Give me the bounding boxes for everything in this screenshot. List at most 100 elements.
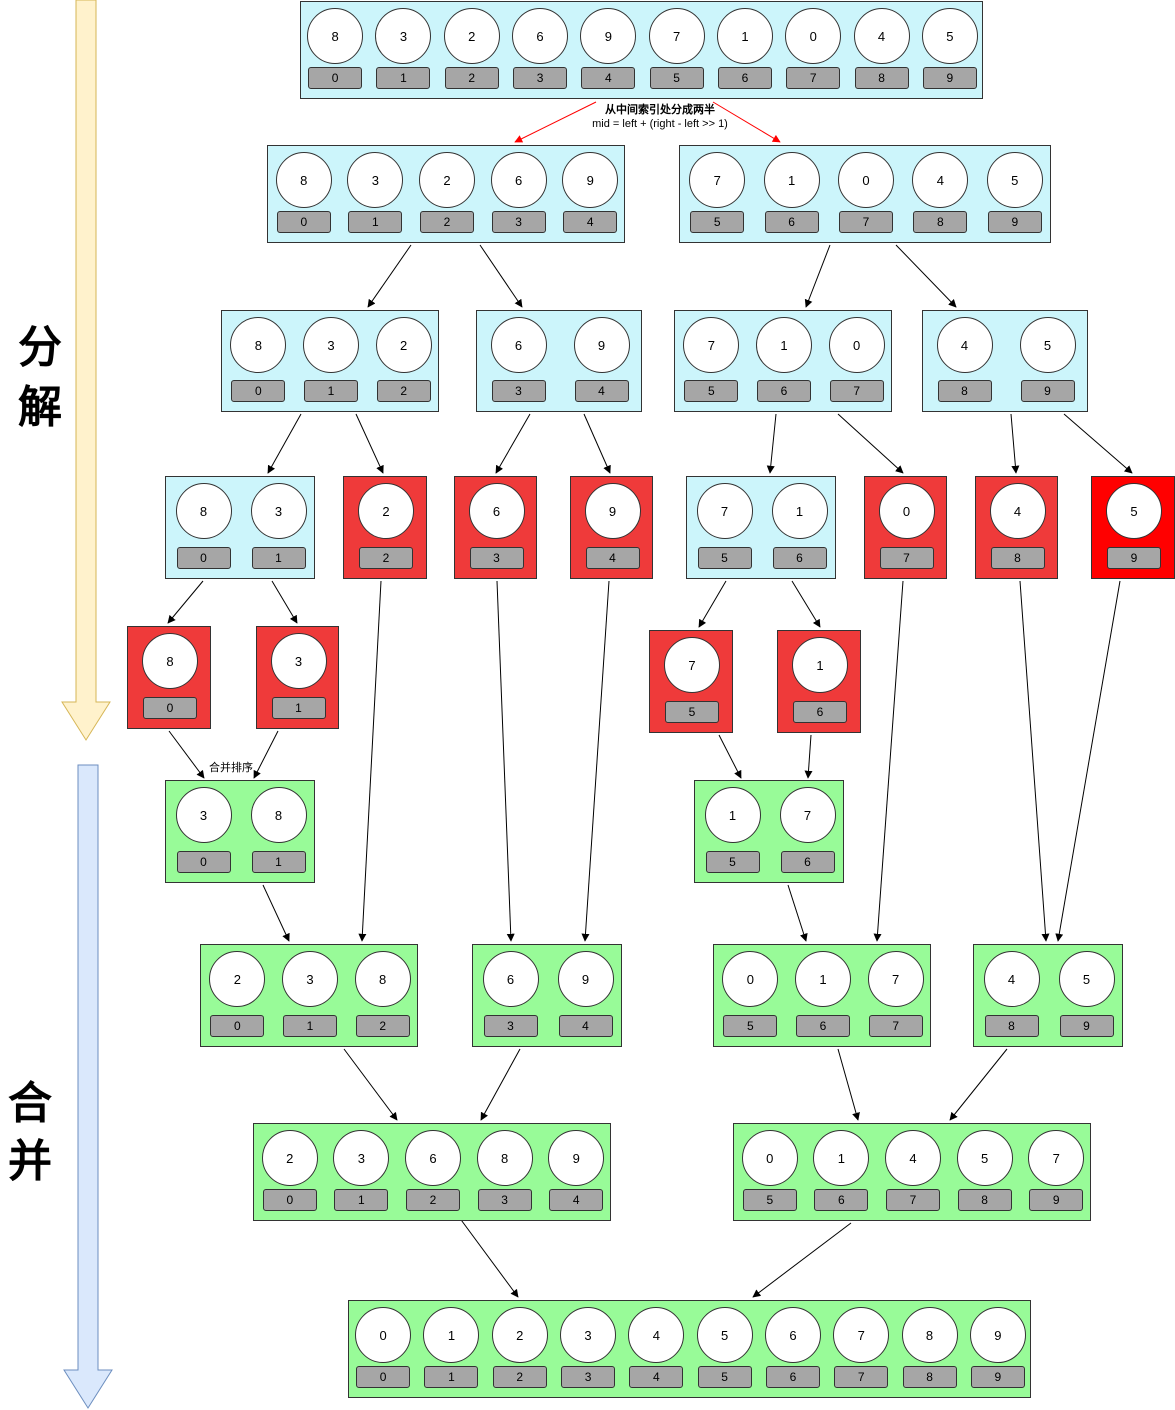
- index-label: 9: [987, 211, 1042, 233]
- index-label: 9: [1020, 380, 1075, 402]
- value-circle: 6: [490, 317, 547, 373]
- value-circle: 8: [476, 1130, 533, 1186]
- value-circle: 5: [1019, 317, 1076, 373]
- value-circle: 5: [986, 152, 1043, 208]
- connector-arrow: [271, 580, 298, 624]
- value-circle: 1: [716, 8, 773, 64]
- value-circle: 1: [763, 152, 820, 208]
- connector-arrow: [1063, 413, 1133, 474]
- value-circle: 7: [664, 637, 720, 693]
- value-circle: 9: [584, 483, 641, 539]
- value-circle: 3: [333, 1130, 390, 1186]
- connector-arrow: [455, 1212, 519, 1298]
- merge-label-char-2: 并: [8, 1136, 52, 1187]
- index-label: 5: [649, 67, 704, 89]
- index-label: 2: [406, 1189, 460, 1211]
- index-label: 2: [492, 1366, 547, 1388]
- index-label: 0: [262, 1189, 317, 1211]
- index-label: 7: [834, 1366, 889, 1388]
- value-circle: 5: [921, 8, 978, 64]
- value-circle: 6: [482, 951, 539, 1007]
- index-label: 8: [957, 1189, 1012, 1211]
- value-circle: 5: [1106, 483, 1162, 539]
- index-label: 4: [549, 1189, 604, 1211]
- connector-arrow: [752, 1222, 852, 1298]
- value-circle: 3: [303, 317, 359, 373]
- connector-arrow: [581, 580, 610, 942]
- value-circle: 8: [230, 317, 287, 373]
- connector-arrow: [1010, 413, 1020, 474]
- index-label: 0: [210, 1015, 265, 1037]
- index-label: 5: [697, 547, 752, 569]
- value-circle: 8: [142, 633, 198, 689]
- index-label: 9: [1059, 1015, 1114, 1037]
- index-label: 1: [304, 380, 358, 402]
- value-circle: 6: [468, 483, 525, 539]
- index-label: 2: [355, 1015, 410, 1037]
- index-label: 3: [477, 1189, 532, 1211]
- index-label: 7: [786, 67, 841, 89]
- value-circle: 3: [560, 1307, 617, 1363]
- value-circle: 8: [275, 152, 332, 208]
- value-circle: 2: [419, 152, 475, 208]
- value-circle: 6: [405, 1130, 461, 1186]
- connector-arrow: [1019, 580, 1050, 942]
- value-circle: 1: [795, 951, 851, 1007]
- index-label: 3: [513, 67, 568, 89]
- index-label: 1: [283, 1015, 337, 1037]
- connector-arrow: [479, 244, 523, 308]
- index-label: 8: [990, 547, 1045, 569]
- connector-arrow: [787, 884, 808, 942]
- index-label: 6: [772, 547, 827, 569]
- split-arrow-right: [712, 101, 781, 143]
- index-label: 3: [561, 1366, 616, 1388]
- index-label: 2: [420, 211, 474, 233]
- connector-arrow: [167, 580, 204, 624]
- connector-arrow: [495, 413, 531, 474]
- value-circle: 1: [792, 637, 848, 693]
- value-circle: 7: [689, 152, 746, 208]
- value-circle: 7: [648, 8, 705, 64]
- connector-arrow: [949, 1048, 1008, 1121]
- connector-arrow: [262, 884, 290, 942]
- connector-arrow: [168, 730, 205, 779]
- value-circle: 9: [573, 317, 630, 373]
- index-label: 1: [251, 547, 306, 569]
- index-label: 0: [176, 547, 231, 569]
- index-label: 0: [176, 851, 231, 873]
- index-label: 5: [665, 701, 719, 723]
- index-label: 3: [469, 547, 524, 569]
- connector-arrow: [895, 244, 957, 308]
- connector-arrow: [837, 413, 904, 474]
- value-circle: 7: [833, 1307, 890, 1363]
- index-label: 0: [356, 1366, 411, 1388]
- index-label: 2: [376, 380, 431, 402]
- index-label: 6: [757, 380, 811, 402]
- index-label: 7: [839, 211, 893, 233]
- decompose-label-char-2: 解: [18, 382, 62, 433]
- merge-direction-arrow: [63, 764, 113, 1409]
- index-label: 5: [690, 211, 745, 233]
- value-circle: 3: [347, 152, 404, 208]
- index-label: 1: [424, 1366, 479, 1388]
- value-circle: 4: [912, 152, 969, 208]
- value-circle: 9: [557, 951, 614, 1007]
- connector-arrow: [355, 413, 384, 474]
- index-label: 8: [984, 1015, 1039, 1037]
- value-circle: 8: [354, 951, 411, 1007]
- index-label: 0: [308, 67, 363, 89]
